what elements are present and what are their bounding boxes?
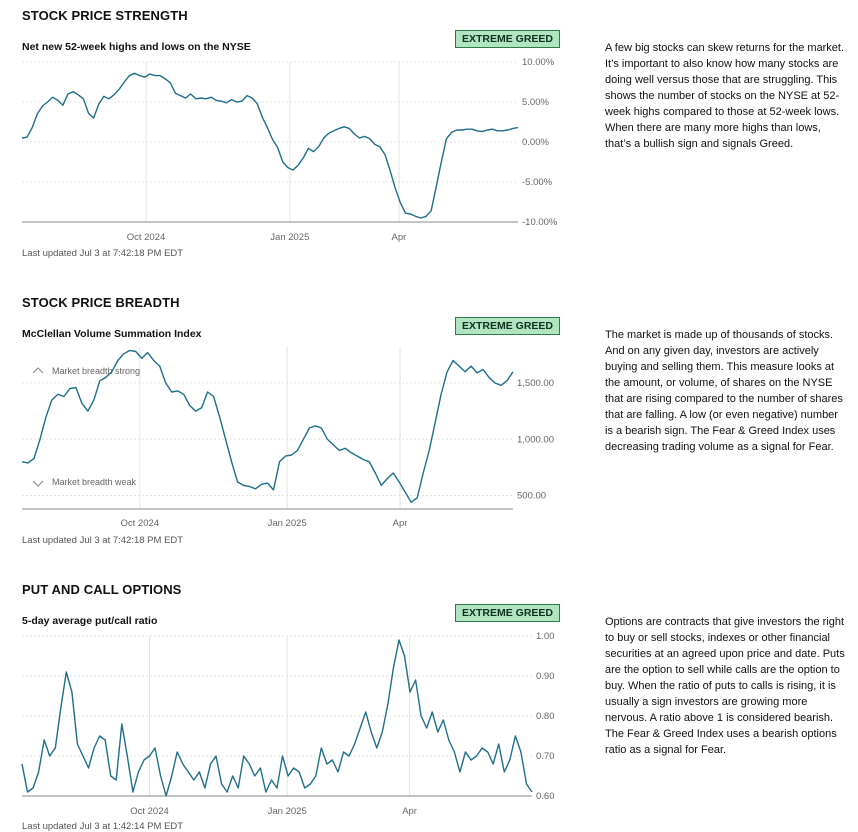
- section-title: PUT AND CALL OPTIONS: [22, 582, 182, 597]
- section-title: STOCK PRICE BREADTH: [22, 295, 180, 310]
- chevron-up-icon: [32, 367, 44, 374]
- series-line: [21, 639, 533, 797]
- chart-put-call: 1.00 0.90 0.80 0.70 0.60 Oct 2024 Jan 2025 Apr: [21, 631, 555, 817]
- chart-description: Options are contracts that give investor…: [605, 616, 845, 756]
- y-tick-label: 0.70: [536, 751, 555, 762]
- chart-title: McClellan Volume Summation Index: [22, 328, 202, 340]
- y-tick-label: 1,500.00: [517, 378, 554, 389]
- y-tick-label: 500.00: [517, 491, 546, 502]
- chart-title: 5-day average put/call ratio: [22, 615, 158, 627]
- series-line: [21, 349, 514, 504]
- rating-badge: EXTREME GREED: [455, 604, 561, 622]
- last-updated: Last updated Jul 3 at 7:42:18 PM EDT: [22, 248, 184, 259]
- x-tick-label: Oct 2024: [121, 518, 160, 529]
- series-line: [21, 72, 519, 219]
- y-tick-label: 10.00%: [522, 57, 555, 68]
- x-tick-label: Apr: [393, 518, 408, 529]
- section-title: STOCK PRICE STRENGTH: [22, 8, 188, 23]
- last-updated: Last updated Jul 3 at 7:42:18 PM EDT: [22, 535, 184, 546]
- x-tick-label: Jan 2025: [268, 806, 307, 817]
- y-tick-label: 0.80: [536, 711, 555, 722]
- y-tick-label: -10.00%: [522, 217, 558, 228]
- chart-breadth: 1,500.00 1,000.00 500.00 Oct 2024 Jan 2025 Ap…: [21, 347, 554, 529]
- chevron-down-icon: [32, 480, 44, 487]
- annotation-strong: Market breadth strong: [52, 366, 140, 376]
- x-tick-label: Oct 2024: [130, 806, 169, 817]
- x-tick-label: Apr: [402, 806, 417, 817]
- last-updated: Last updated Jul 3 at 1:42:14 PM EDT: [22, 821, 184, 832]
- chart-description: The market is made up of thousands of st…: [605, 329, 843, 453]
- y-tick-label: 0.00%: [522, 137, 549, 148]
- chart-description: A few big stocks can skew returns for th…: [605, 42, 845, 150]
- x-tick-label: Jan 2025: [270, 232, 309, 243]
- y-tick-label: -5.00%: [522, 177, 553, 188]
- rating-badge: EXTREME GREED: [455, 317, 561, 335]
- section-stock-price-strength: STOCK PRICE STRENGTH Net new 52-week hig…: [0, 8, 858, 268]
- x-tick-label: Jan 2025: [268, 518, 307, 529]
- annotation-weak: Market breadth weak: [52, 477, 137, 487]
- section-put-call-options: PUT AND CALL OPTIONS 5-day average put/c…: [0, 582, 858, 832]
- x-tick-label: Apr: [392, 232, 407, 243]
- y-tick-label: 1,000.00: [517, 434, 554, 445]
- y-tick-label: 5.00%: [522, 97, 549, 108]
- rating-badge: EXTREME GREED: [455, 30, 561, 48]
- chart-strength: 10.00% 5.00% 0.00% -5.00% -10.00% Oct 2024 Jan…: [21, 57, 558, 243]
- chart-title: Net new 52-week highs and lows on the NY…: [22, 41, 251, 53]
- x-tick-label: Oct 2024: [127, 232, 166, 243]
- section-stock-price-breadth: STOCK PRICE BREADTH McClellan Volume Sum…: [0, 295, 858, 555]
- y-tick-label: 0.60: [536, 791, 555, 802]
- y-tick-label: 0.90: [536, 671, 555, 682]
- y-tick-label: 1.00: [536, 631, 555, 642]
